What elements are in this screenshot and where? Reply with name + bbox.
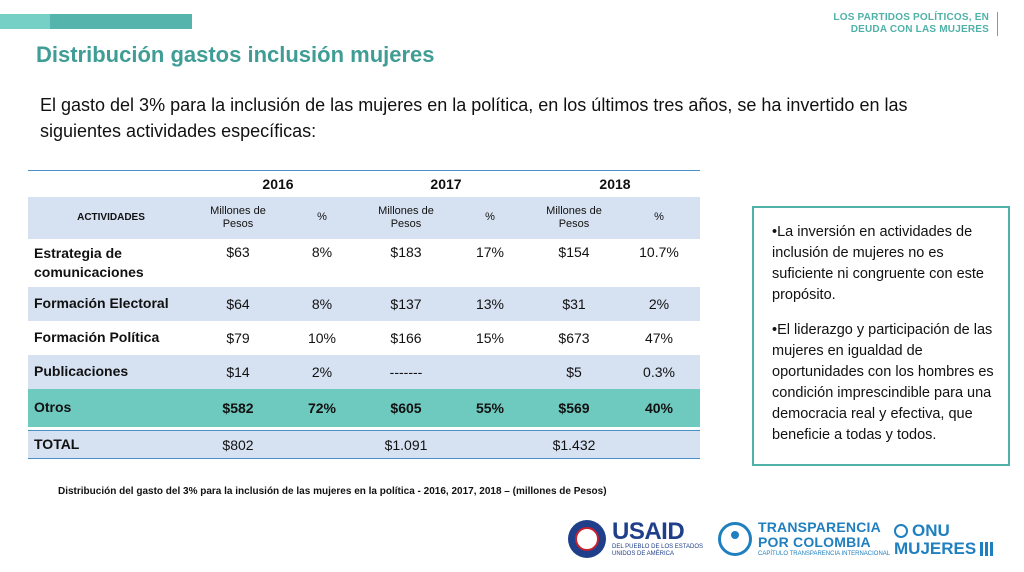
cell-value: $63 [226, 243, 250, 260]
cell-value [450, 355, 530, 389]
cell-value: $64 [226, 295, 250, 312]
section-header-line2: DEUDA CON LAS MUJERES [850, 24, 989, 35]
section-header-line1: LOS PARTIDOS POLÍTICOS, EN [833, 12, 989, 23]
year-header: 2016 [262, 175, 294, 192]
activity-name: Publicaciones [34, 363, 129, 379]
cell-value: $31 [562, 295, 586, 312]
percent-header: % [654, 211, 664, 223]
mujeres-wordmark: MUJERES [894, 539, 977, 558]
activities-header: ACTIVIDADES [77, 212, 145, 223]
year-header: 2018 [599, 175, 631, 192]
table-row: Otros $582 72% $605 55% $569 40% [28, 388, 700, 427]
cell-value: $605 [390, 399, 422, 416]
total-value [282, 431, 362, 459]
total-value [450, 431, 530, 459]
cell-value: 2% [648, 295, 670, 312]
usaid-seal-icon [568, 520, 606, 558]
cell-value: $79 [226, 329, 250, 346]
table-total-row: TOTAL $802 $1.091 $1.432 [28, 430, 700, 459]
conclusions-box: •La inversión en actividades de inclusió… [752, 206, 1010, 466]
activity-name: Formación Política [34, 329, 160, 345]
total-value: $1.432 [552, 436, 596, 453]
cell-value: 10% [307, 329, 337, 346]
table-row: Estrategia de comunicaciones $63 8% $183… [28, 238, 700, 287]
un-globe-icon [894, 524, 908, 538]
amount-header: Millones de Pesos [546, 204, 602, 230]
sponsor-logos: USAID DEL PUEBLO DE LOS ESTADOS UNIDOS D… [568, 516, 1018, 570]
cell-value: 0.3% [643, 363, 675, 380]
cell-value: $14 [226, 363, 250, 380]
percent-header: % [485, 211, 495, 223]
cell-value: 8% [311, 295, 333, 312]
conclusion-paragraph: •El liderazgo y participación de las muj… [772, 322, 994, 443]
amount-header: Millones de Pesos [378, 204, 434, 230]
cell-value: 2% [311, 363, 333, 380]
accent-bar-light [0, 14, 50, 29]
cell-value: $5 [566, 363, 582, 380]
accent-bar-dark [50, 14, 192, 29]
total-value: $802 [222, 436, 254, 453]
percent-header: % [317, 211, 327, 223]
year-header: 2017 [430, 175, 462, 192]
transparencia-line2: POR COLOMBIA [758, 534, 871, 550]
transparencia-line1: TRANSPARENCIA [758, 519, 881, 535]
cell-value: 15% [475, 329, 505, 346]
cell-value: $673 [558, 329, 590, 346]
cell-value: $166 [390, 329, 422, 346]
cell-value: $183 [390, 243, 422, 260]
usaid-tagline: DEL PUEBLO DE LOS ESTADOS UNIDOS DE AMÉR… [612, 544, 704, 557]
table-row: Publicaciones $14 2% ------- $5 0.3% [28, 354, 700, 389]
table-caption: Distribución del gasto del 3% para la in… [58, 486, 607, 497]
onu-mujeres-logo: ONU MUJERES [894, 521, 994, 558]
cell-value: $582 [222, 399, 254, 416]
cell-value: 55% [475, 399, 505, 416]
cell-value: 72% [307, 399, 337, 416]
cell-value: $569 [558, 399, 590, 416]
total-value [618, 431, 700, 459]
cell-value: 8% [311, 243, 333, 260]
table-subheader-row: ACTIVIDADES Millones de Pesos % Millones… [28, 196, 700, 239]
onu-wordmark: ONU [912, 521, 950, 540]
usaid-wordmark: USAID [612, 518, 685, 545]
cell-value: 47% [644, 329, 674, 346]
activity-name: Formación Electoral [34, 295, 169, 311]
activity-name: Otros [34, 399, 72, 415]
usaid-logo: USAID DEL PUEBLO DE LOS ESTADOS UNIDOS D… [568, 520, 722, 558]
total-value: $1.091 [384, 436, 428, 453]
intro-text: El gasto del 3% para la inclusión de las… [40, 95, 908, 141]
transparencia-tagline: CAPÍTULO TRANSPARENCIA INTERNACIONAL [758, 551, 891, 557]
cell-value: $154 [558, 243, 590, 260]
table-row: Formación Política $79 10% $166 15% $673… [28, 320, 700, 355]
cell-value: 13% [475, 295, 505, 312]
expenses-table: 2016 2017 2018 ACTIVIDADES Millones de P… [28, 170, 700, 459]
table-row: Formación Electoral $64 8% $137 13% $31 … [28, 286, 700, 321]
table-year-row: 2016 2017 2018 [28, 170, 700, 197]
amount-header: Millones de Pesos [210, 204, 266, 230]
cell-value: 10.7% [639, 243, 679, 260]
cell-value: $137 [390, 295, 422, 312]
transparencia-mark-icon [718, 522, 752, 556]
cell-value: 17% [475, 243, 505, 260]
cell-value: ------- [389, 363, 423, 380]
total-label: TOTAL [34, 436, 80, 452]
section-header: LOS PARTIDOS POLÍTICOS, EN DEUDA CON LAS… [833, 12, 998, 36]
cell-value: 40% [644, 399, 674, 416]
transparencia-logo: TRANSPARENCIA POR COLOMBIA CAPÍTULO TRAN… [718, 520, 890, 558]
table-spacer [28, 426, 700, 431]
activity-name: Estrategia de comunicaciones [34, 244, 144, 280]
top-accent-bar [0, 14, 192, 29]
conclusion-paragraph: •La inversión en actividades de inclusió… [772, 224, 984, 303]
onu-mujeres-bars-icon [980, 542, 994, 556]
slide-title: Distribución gastos inclusión mujeres [36, 42, 435, 67]
